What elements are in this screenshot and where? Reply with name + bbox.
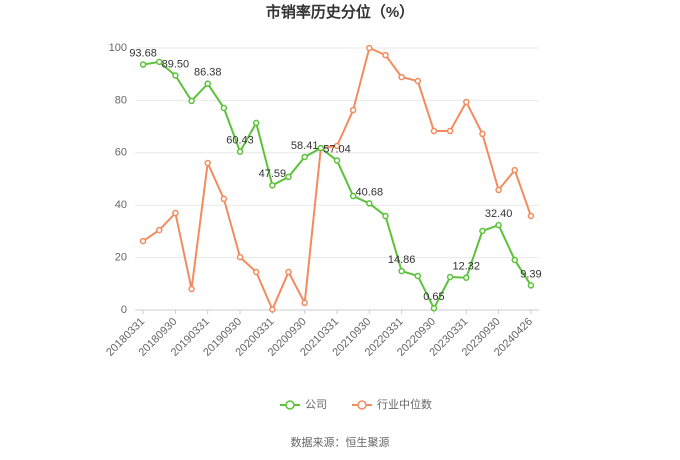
data-point xyxy=(172,209,179,217)
data-point xyxy=(155,226,163,234)
data-label: 60.43 xyxy=(226,135,254,147)
data-point xyxy=(430,127,438,135)
data-point xyxy=(188,97,195,105)
data-label: 32.40 xyxy=(485,208,513,220)
data-point xyxy=(172,72,179,79)
data-point xyxy=(252,119,260,127)
data-label: 0.65 xyxy=(423,291,444,303)
y-tick-label: 20 xyxy=(115,252,127,264)
data-label: 14.86 xyxy=(388,254,416,266)
legend-marker xyxy=(285,400,295,410)
data-point xyxy=(155,58,163,66)
legend-label: 公司 xyxy=(305,399,327,411)
data-point xyxy=(236,253,244,261)
data-point xyxy=(139,61,147,68)
y-tick-label: 100 xyxy=(109,42,127,54)
y-tick-label: 0 xyxy=(121,304,127,316)
data-point xyxy=(317,144,325,152)
data-point xyxy=(220,195,228,203)
data-label: 57.04 xyxy=(323,143,351,155)
data-point xyxy=(285,268,292,276)
data-label: 12.32 xyxy=(453,261,481,273)
data-point xyxy=(188,285,195,293)
legend-marker xyxy=(357,400,367,410)
data-point xyxy=(236,148,244,155)
data-label: 58.41 xyxy=(291,140,319,152)
data-point xyxy=(511,166,519,174)
data-point xyxy=(333,142,341,150)
legend-label: 行业中位数 xyxy=(377,397,432,411)
data-point xyxy=(495,221,502,229)
data-point xyxy=(495,186,502,194)
data-point xyxy=(301,299,308,307)
data-point xyxy=(430,305,438,312)
data-point xyxy=(204,80,211,87)
data-point xyxy=(301,153,308,161)
data-point xyxy=(366,200,373,207)
data-point xyxy=(398,73,405,81)
data-point xyxy=(220,104,228,112)
data-point xyxy=(252,268,260,276)
y-tick-label: 80 xyxy=(115,94,127,106)
data-point xyxy=(511,256,519,264)
data-label: 93.68 xyxy=(129,47,157,59)
y-tick-label: 40 xyxy=(115,199,127,211)
data-point xyxy=(527,282,535,289)
data-point xyxy=(382,212,389,220)
data-point xyxy=(479,227,486,235)
data-point xyxy=(414,272,422,280)
data-point xyxy=(269,306,276,313)
data-label: 40.68 xyxy=(356,186,384,198)
data-point xyxy=(527,212,535,220)
data-point xyxy=(349,106,357,114)
data-label: 86.38 xyxy=(194,67,222,79)
data-label: 9.39 xyxy=(520,268,541,280)
data-point xyxy=(446,273,454,281)
chart-title: 市销率历史分位（%） xyxy=(266,3,414,21)
data-point xyxy=(382,51,389,59)
data-point xyxy=(285,173,292,181)
data-point xyxy=(446,127,454,135)
data-label: 89.50 xyxy=(162,58,190,70)
data-label: 47.59 xyxy=(259,168,287,180)
data-point xyxy=(398,267,405,275)
data-point xyxy=(349,192,357,200)
source-note: 数据来源：恒生聚源 xyxy=(291,435,390,449)
data-point xyxy=(414,77,422,85)
data-point xyxy=(139,237,147,245)
data-point xyxy=(479,130,486,138)
data-point xyxy=(269,182,276,189)
data-point xyxy=(463,274,470,281)
data-point xyxy=(333,157,341,164)
data-point xyxy=(366,44,373,52)
y-tick-label: 60 xyxy=(115,147,127,159)
data-point xyxy=(463,98,470,106)
data-point xyxy=(204,159,211,167)
